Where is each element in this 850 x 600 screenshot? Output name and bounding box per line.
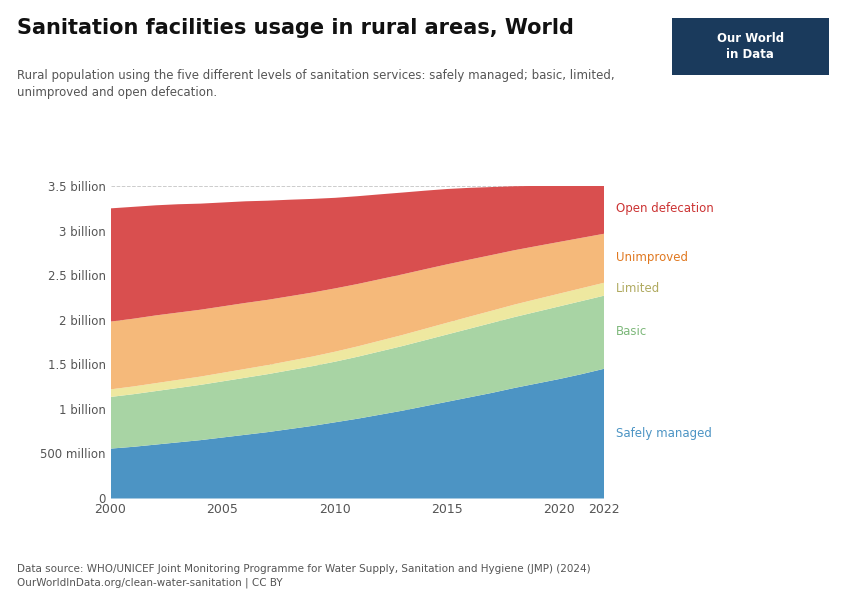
Text: Unimproved: Unimproved [616, 251, 689, 264]
Text: Safely managed: Safely managed [616, 427, 712, 440]
Text: Sanitation facilities usage in rural areas, World: Sanitation facilities usage in rural are… [17, 18, 574, 38]
Text: Data source: WHO/UNICEF Joint Monitoring Programme for Water Supply, Sanitation : Data source: WHO/UNICEF Joint Monitoring… [17, 564, 591, 588]
Text: Basic: Basic [616, 325, 648, 338]
Text: Limited: Limited [616, 282, 660, 295]
Text: Our World
in Data: Our World in Data [717, 32, 784, 61]
Text: Open defecation: Open defecation [616, 202, 714, 215]
Text: Rural population using the five different levels of sanitation services: safely : Rural population using the five differen… [17, 69, 615, 99]
